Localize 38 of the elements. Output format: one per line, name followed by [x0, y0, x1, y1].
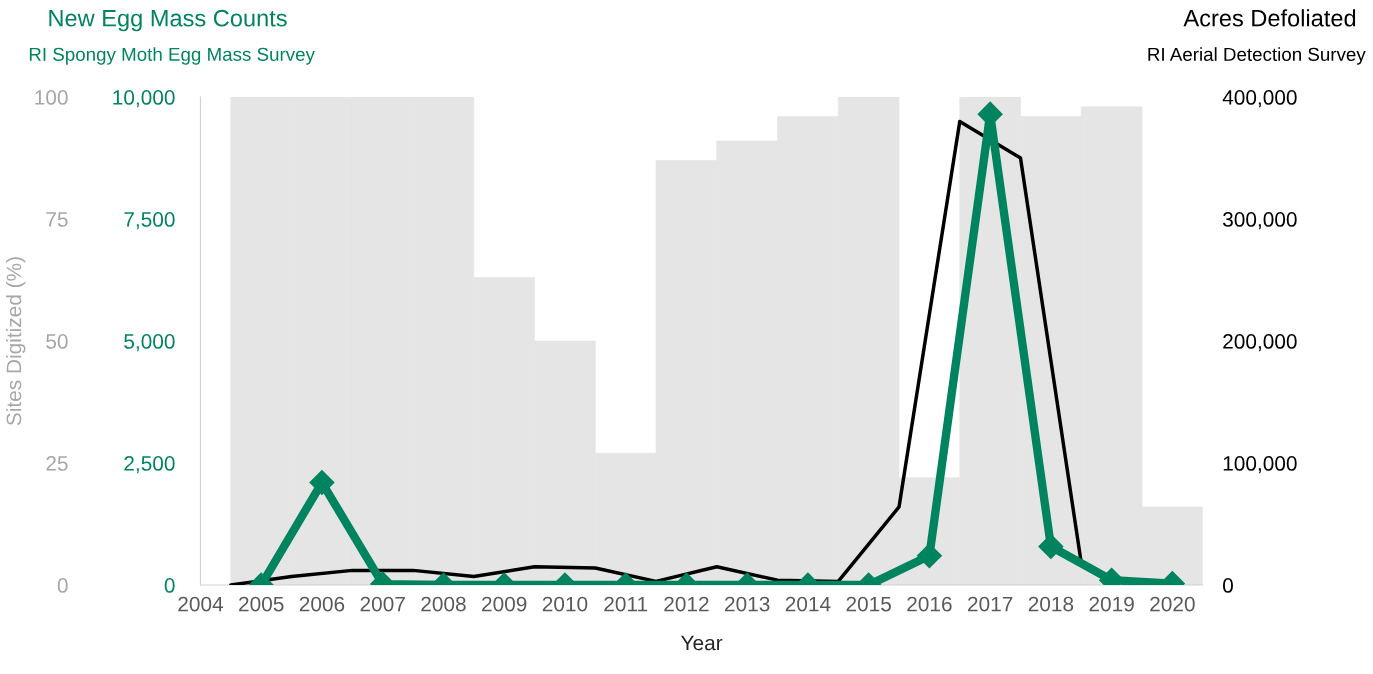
y-tick-label: 100	[35, 90, 68, 105]
y3-tick-label: 300,000	[1222, 212, 1297, 230]
x-tick-label: 2020	[1150, 596, 1195, 612]
x-tick-label: 2015	[846, 596, 891, 612]
y2-tick-label: 7,500	[124, 212, 175, 230]
x-tick-label: 2018	[1028, 596, 1074, 612]
x-tick-label: 2014	[785, 596, 831, 612]
y3-tick-label: 0	[1223, 578, 1233, 593]
y2-tick-label: 10,000	[113, 90, 175, 108]
y-tick-label: 75	[46, 212, 68, 227]
y3-tick-label: 100,000	[1223, 456, 1297, 474]
x-tick-label: 2012	[664, 596, 709, 612]
y-tick-label: 0	[57, 578, 68, 593]
y-axis-title: Sites Digitized (%)	[6, 257, 26, 426]
x-tick-label: 2019	[1089, 596, 1134, 612]
y3-axis-title: Acres Defoliated	[1183, 9, 1356, 27]
x-tick-label: 2017	[968, 596, 1013, 612]
y2-tick-label: 5,000	[124, 334, 175, 352]
x-tick-label: 2004	[178, 596, 224, 612]
x-tick-label: 2016	[907, 596, 952, 612]
x-axis-title: Year	[681, 635, 723, 651]
x-tick-label: 2011	[604, 596, 648, 612]
x-tick-label: 2005	[239, 596, 284, 612]
y-tick-label: 50	[46, 334, 68, 349]
y3-tick-label: 400,000	[1222, 90, 1297, 108]
text: RI Spongy Moth Egg Mass Survey	[29, 47, 315, 65]
x-tick-label: 2013	[725, 596, 770, 612]
y-tick-label: 25	[46, 456, 68, 471]
y3-tick-label: 200,000	[1223, 334, 1297, 352]
x-tick-label: 2007	[360, 596, 405, 612]
x-tick-label: 2006	[299, 596, 345, 612]
x-tick-label: 2008	[421, 596, 466, 612]
y2-axis-title: New Egg Mass Counts	[49, 9, 287, 32]
x-tick-label: 2009	[482, 596, 527, 612]
y2-tick-label: 0	[164, 578, 175, 593]
text: RI Aerial Detection Survey	[1148, 47, 1366, 65]
x-tick-label: 2010	[542, 596, 588, 612]
y2-tick-label: 2,500	[124, 456, 175, 474]
